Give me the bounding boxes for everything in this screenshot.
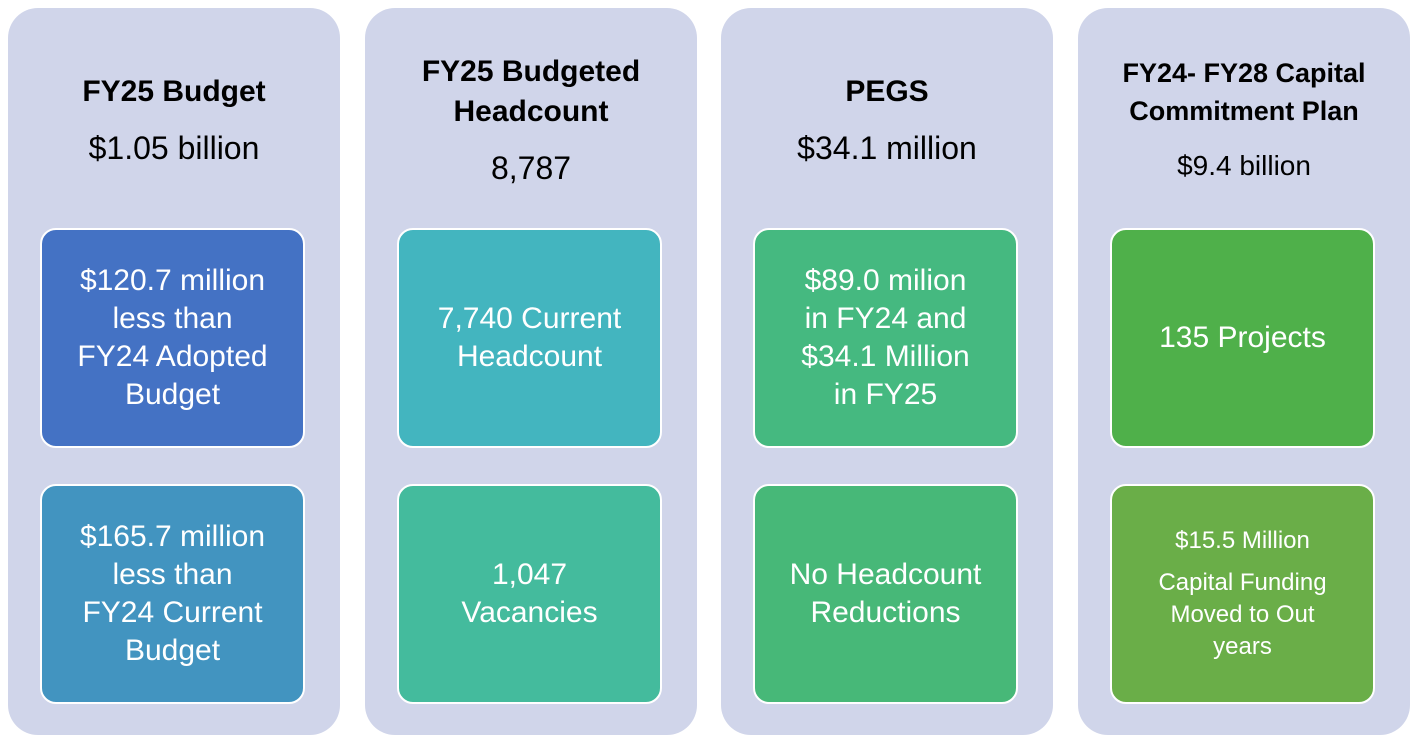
box-line: FY24 Current (82, 596, 263, 629)
title-line: FY25 Budget (82, 75, 266, 108)
box-line: FY24 Adopted (77, 340, 268, 373)
box-line: Vacancies (461, 596, 598, 629)
title-line: FY24- FY28 Capital (1122, 58, 1366, 88)
box-line: 135 Projects (1159, 321, 1326, 354)
box-line: Budget (124, 378, 221, 411)
title-line: Commitment Plan (1129, 96, 1359, 126)
column-value: $34.1 million (797, 130, 977, 166)
stat-box: $89.0 milion in FY24 and $34.1 Million in F… (753, 228, 1018, 448)
column-header: FY25 Budgeted Headcount 8,787 (365, 26, 697, 216)
box-line: $89.0 milion (804, 264, 967, 297)
box-line: in FY24 and (804, 302, 967, 335)
box-line: $15.5 Million (1175, 527, 1310, 554)
column-header: FY24- FY28 Capital Commitment Plan $9.4 bi… (1078, 26, 1410, 216)
column-title: FY25 Budgeted Headcount (422, 52, 640, 132)
stat-box: 135 Projects (1110, 228, 1375, 448)
column-value: $9.4 billion (1177, 150, 1311, 181)
box-line: Capital Funding (1158, 569, 1327, 596)
box-line: $165.7 million (79, 520, 266, 553)
column-value: $1.05 billion (88, 130, 260, 166)
box-line: less than (112, 558, 233, 591)
stat-box: No Headcount Reductions (753, 484, 1018, 704)
column-header: FY25 Budget $1.05 billion (8, 26, 340, 216)
box-line: Headcount (456, 340, 603, 373)
box-line: Reductions (810, 596, 961, 629)
column-title: FY24- FY28 Capital Commitment Plan (1122, 54, 1365, 130)
box-line: years (1213, 633, 1272, 660)
stat-box: 7,740 Current Headcount (397, 228, 662, 448)
box-line: Moved to Out (1170, 601, 1315, 628)
column-card: FY25 Budget $1.05 billion $120.7 million le… (8, 8, 340, 735)
title-line: FY25 Budgeted (421, 55, 641, 88)
box-line: $120.7 million (79, 264, 266, 297)
title-line: PEGS (845, 75, 929, 108)
stat-box: $15.5 Million Capital Funding Moved to Out… (1110, 484, 1375, 704)
box-line: less than (112, 302, 233, 335)
column-card: PEGS $34.1 million $89.0 milion in FY24 and… (721, 8, 1053, 735)
column-header: PEGS $34.1 million (721, 26, 1053, 216)
stat-box: 1,047 Vacancies (397, 484, 662, 704)
column-card: FY25 Budgeted Headcount 8,787 7,740 Current… (365, 8, 697, 735)
column-card: FY24- FY28 Capital Commitment Plan $9.4 bi… (1078, 8, 1410, 735)
box-line: in FY25 (833, 378, 938, 411)
box-line: No Headcount (789, 558, 982, 591)
column-title: PEGS (845, 72, 928, 112)
box-line: $34.1 Million (801, 340, 970, 373)
box-line: 1,047 (491, 558, 568, 591)
title-line: Headcount (453, 95, 609, 128)
column-value: 8,787 (490, 150, 572, 186)
column-title: FY25 Budget (82, 72, 265, 112)
stat-box: $165.7 million less than FY24 Current Budge… (40, 484, 305, 704)
stat-box: $120.7 million less than FY24 Adopted Budge… (40, 228, 305, 448)
box-line: Budget (124, 634, 221, 667)
box-line: 7,740 Current (437, 302, 622, 335)
